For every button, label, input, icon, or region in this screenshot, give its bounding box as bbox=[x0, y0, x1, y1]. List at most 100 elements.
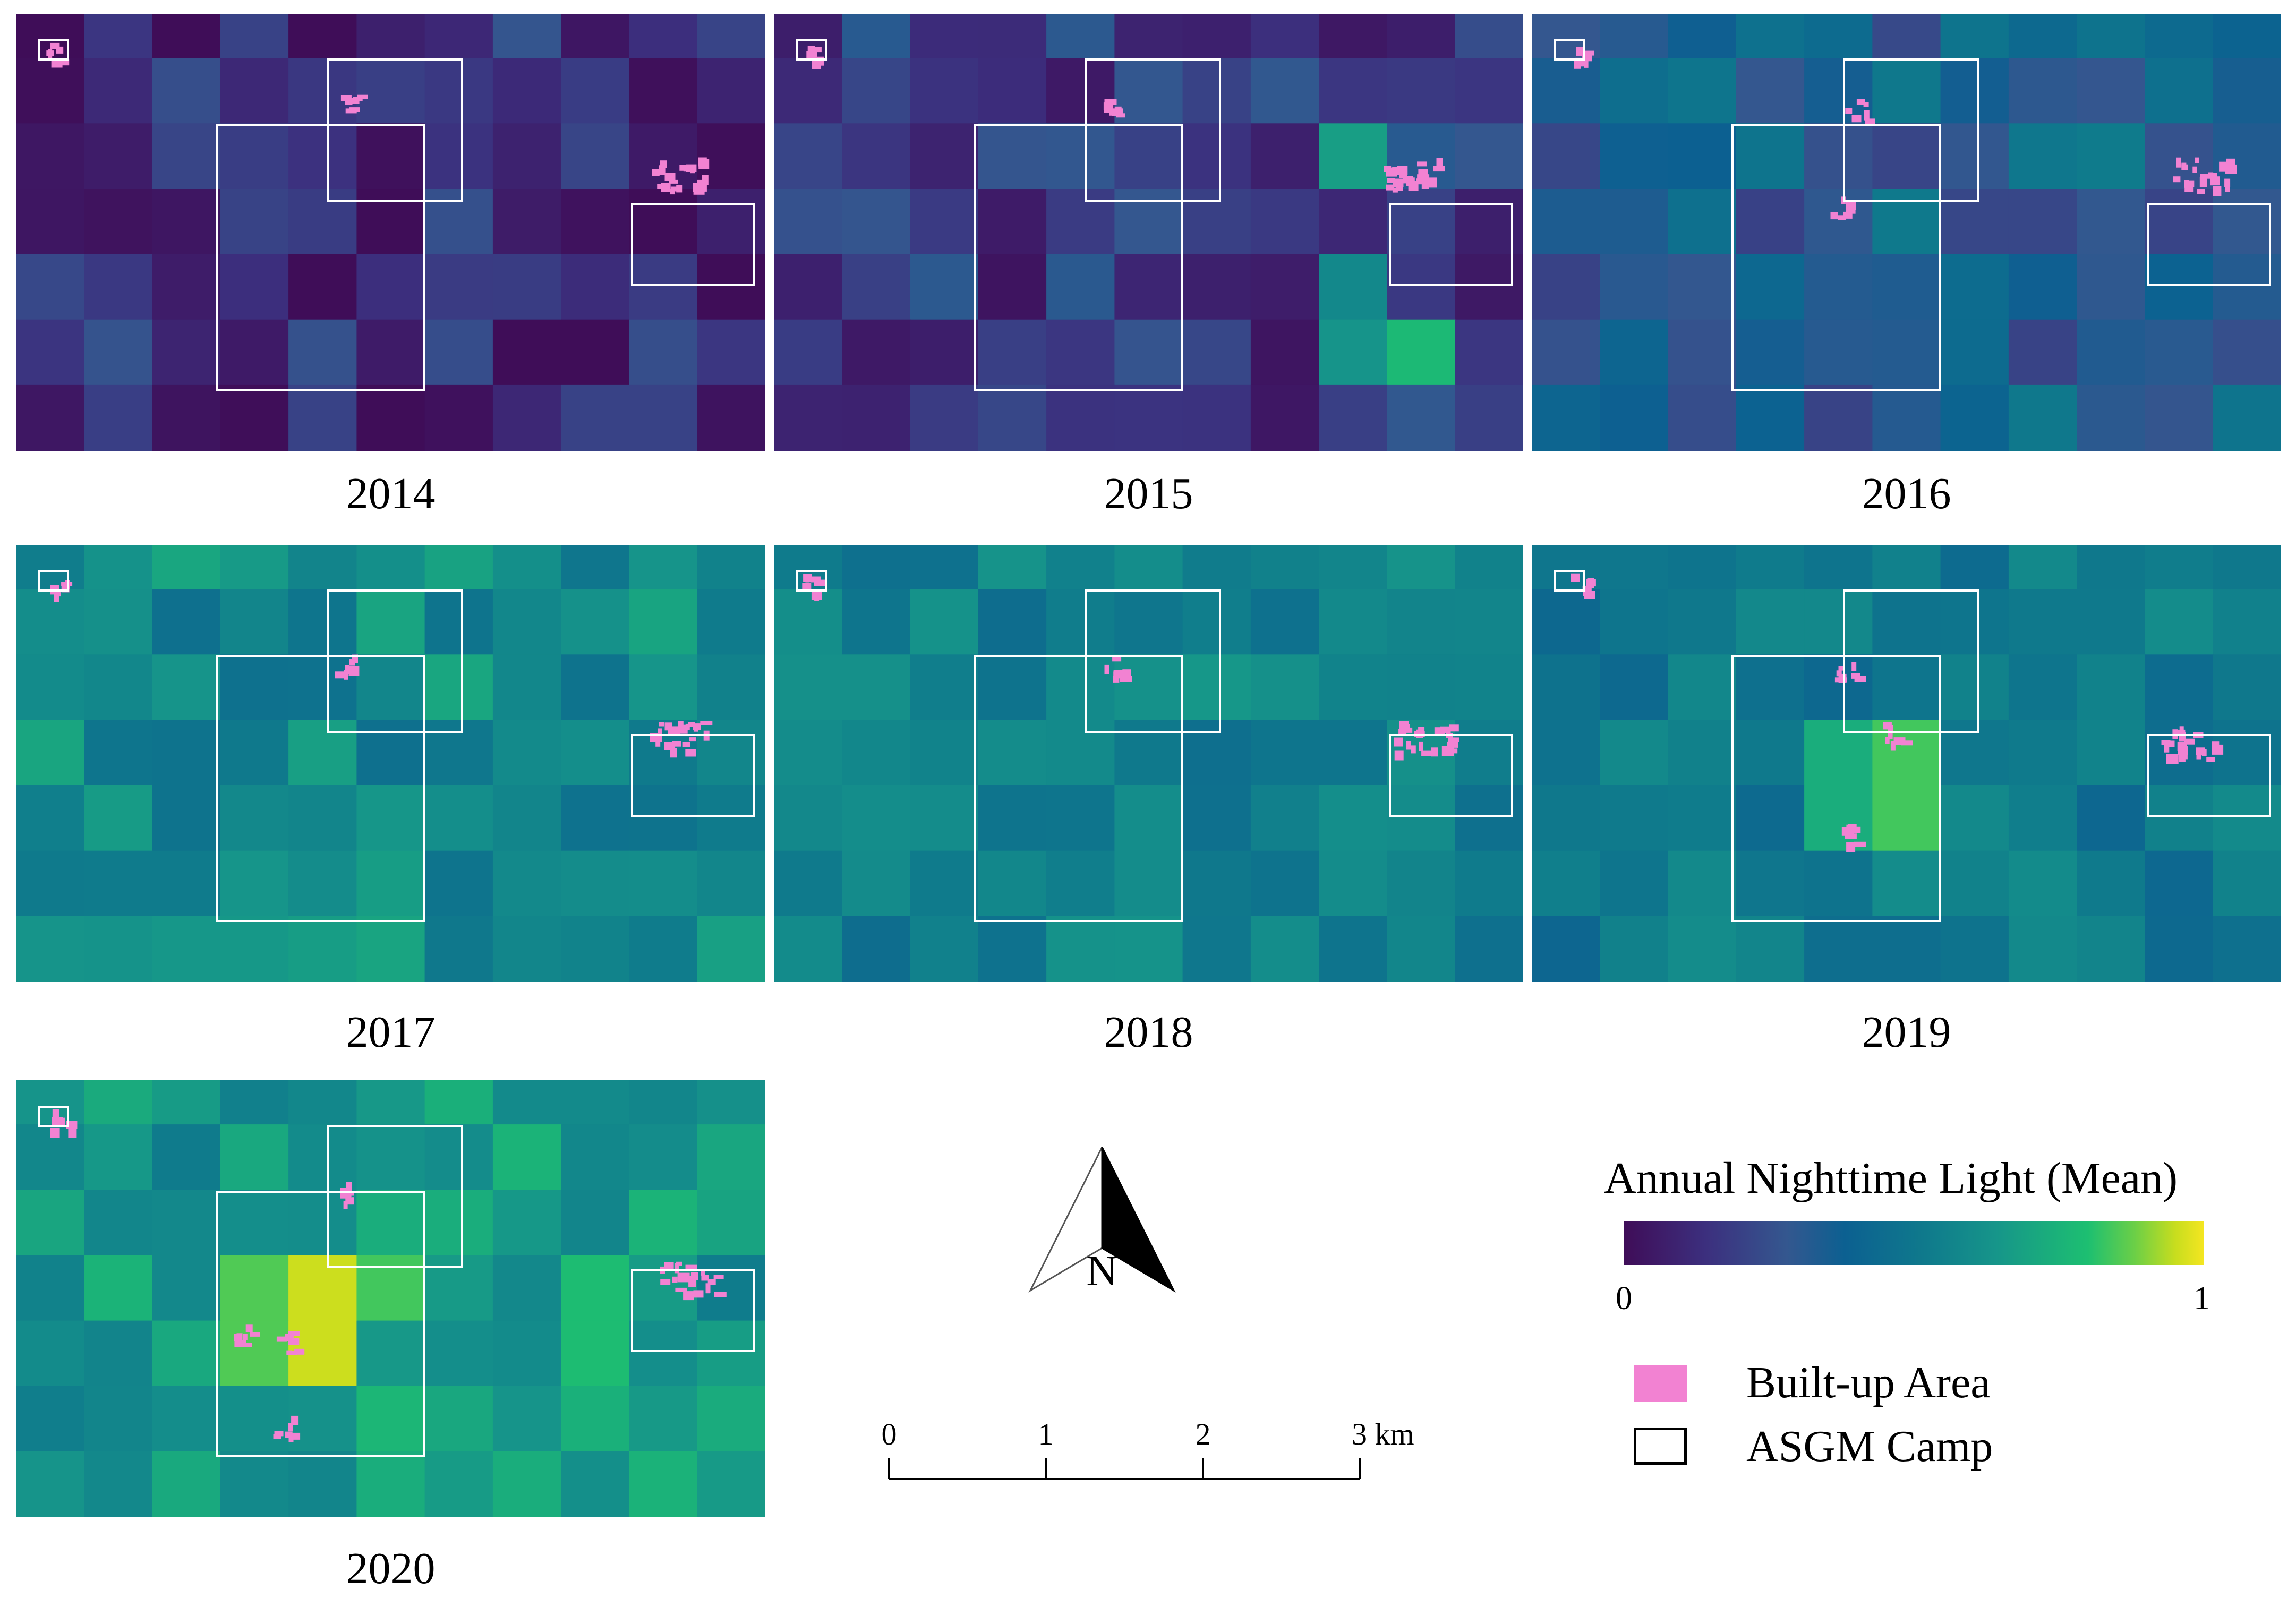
raster-cell bbox=[1804, 254, 1873, 320]
raster-cell bbox=[1532, 589, 1601, 655]
raster-cell bbox=[1387, 14, 1456, 59]
raster-cell bbox=[152, 123, 221, 190]
raster-cell bbox=[84, 1190, 153, 1256]
raster-cell bbox=[84, 1320, 153, 1387]
raster-cell bbox=[978, 14, 1047, 59]
raster-cell bbox=[842, 384, 911, 451]
built-up-patch bbox=[693, 724, 698, 732]
raster-cell bbox=[561, 1080, 630, 1125]
raster-cell bbox=[1532, 916, 1601, 982]
built-up-patch bbox=[683, 1291, 694, 1301]
built-up-patch bbox=[285, 1431, 293, 1438]
raster-cell bbox=[561, 14, 630, 59]
built-up-patch bbox=[686, 1276, 696, 1281]
asgm-camp-outline bbox=[1554, 39, 1585, 61]
raster-cell bbox=[492, 189, 562, 255]
built-up-patch bbox=[685, 723, 690, 730]
built-up-patch bbox=[236, 1333, 243, 1342]
raster-cell bbox=[1387, 58, 1456, 124]
map-panel-2016 bbox=[1532, 14, 2281, 472]
raster-cell bbox=[2213, 319, 2281, 386]
raster-cell bbox=[1668, 189, 1737, 255]
raster-cell bbox=[2145, 384, 2214, 451]
raster-cell bbox=[16, 654, 85, 721]
raster-cell bbox=[1736, 189, 1805, 255]
raster-cell bbox=[774, 720, 843, 786]
built-up-patch bbox=[346, 1197, 354, 1205]
raster-cell bbox=[356, 384, 425, 451]
built-up-patch bbox=[345, 98, 353, 105]
built-up-patch bbox=[1441, 746, 1454, 756]
built-up-patch bbox=[810, 47, 822, 53]
raster-cell bbox=[1804, 319, 1873, 386]
raster-cell bbox=[1319, 589, 1388, 655]
raster-cell bbox=[1250, 545, 1320, 590]
asgm-camp-outline bbox=[631, 734, 755, 817]
raster-cell bbox=[629, 1320, 698, 1387]
raster-cell bbox=[842, 545, 911, 590]
raster-cell bbox=[288, 384, 357, 451]
raster-cell bbox=[1114, 254, 1183, 320]
built-up-patch bbox=[1436, 158, 1443, 168]
raster-cell bbox=[1600, 254, 1669, 320]
raster-cell bbox=[2008, 545, 2078, 590]
raster-cell bbox=[492, 785, 562, 851]
raster-cell bbox=[288, 1080, 357, 1125]
raster-cell bbox=[1736, 589, 1805, 655]
raster-cell bbox=[1114, 850, 1183, 917]
raster-cell bbox=[1736, 254, 1805, 320]
raster-cell bbox=[697, 654, 765, 721]
raster-cell bbox=[356, 916, 425, 982]
raster-cell bbox=[152, 1190, 221, 1256]
raster-cell bbox=[1319, 654, 1388, 721]
raster-cell bbox=[1600, 14, 1669, 59]
raster-cell bbox=[84, 1124, 153, 1191]
built-up-patch bbox=[1418, 169, 1428, 176]
raster-cell bbox=[424, 654, 493, 721]
nightlight-map-2014 bbox=[16, 14, 765, 451]
built-up-patch bbox=[2179, 732, 2186, 742]
raster-cell bbox=[424, 1255, 493, 1321]
built-up-patch bbox=[658, 728, 662, 734]
raster-cell bbox=[1182, 384, 1251, 451]
asgm-camp-outline bbox=[1843, 58, 1979, 202]
raster-cell bbox=[2077, 384, 2146, 451]
raster-cell bbox=[1668, 123, 1737, 190]
raster-cell bbox=[288, 916, 357, 982]
built-up-patch bbox=[1851, 115, 1862, 123]
raster-cell bbox=[1114, 189, 1183, 255]
raster-cell bbox=[356, 123, 425, 190]
built-up-patch bbox=[1846, 842, 1856, 852]
built-up-patch bbox=[1112, 657, 1122, 662]
raster-cell bbox=[1387, 319, 1456, 386]
raster-cell bbox=[1940, 189, 2009, 255]
built-up-patch bbox=[672, 741, 681, 747]
raster-cell bbox=[774, 58, 843, 124]
raster-cell bbox=[1600, 384, 1669, 451]
raster-cell bbox=[697, 1451, 765, 1517]
raster-cell bbox=[492, 1451, 562, 1517]
built-up-patch bbox=[294, 1348, 305, 1355]
built-up-patch bbox=[1394, 737, 1403, 747]
raster-cell bbox=[16, 850, 85, 917]
legend-title: Annual Nighttime Light (Mean) bbox=[1604, 1153, 2178, 1203]
raster-cell bbox=[16, 785, 85, 851]
raster-cell bbox=[1319, 850, 1388, 917]
raster-cell bbox=[356, 785, 425, 851]
raster-cell bbox=[561, 1320, 630, 1387]
raster-cell bbox=[842, 189, 911, 255]
raster-cell bbox=[220, 785, 289, 851]
built-up-patch bbox=[685, 749, 696, 757]
raster-cell bbox=[356, 14, 425, 59]
raster-cell bbox=[910, 14, 979, 59]
raster-cell bbox=[1668, 384, 1737, 451]
built-up-patch bbox=[288, 1338, 300, 1345]
raster-cell bbox=[774, 589, 843, 655]
raster-cell bbox=[424, 785, 493, 851]
raster-cell bbox=[492, 1386, 562, 1452]
raster-cell bbox=[2077, 14, 2146, 59]
raster-cell bbox=[356, 589, 425, 655]
raster-cell bbox=[1046, 589, 1115, 655]
built-up-patch bbox=[1865, 113, 1870, 117]
asgm-camp-outline bbox=[38, 570, 69, 592]
